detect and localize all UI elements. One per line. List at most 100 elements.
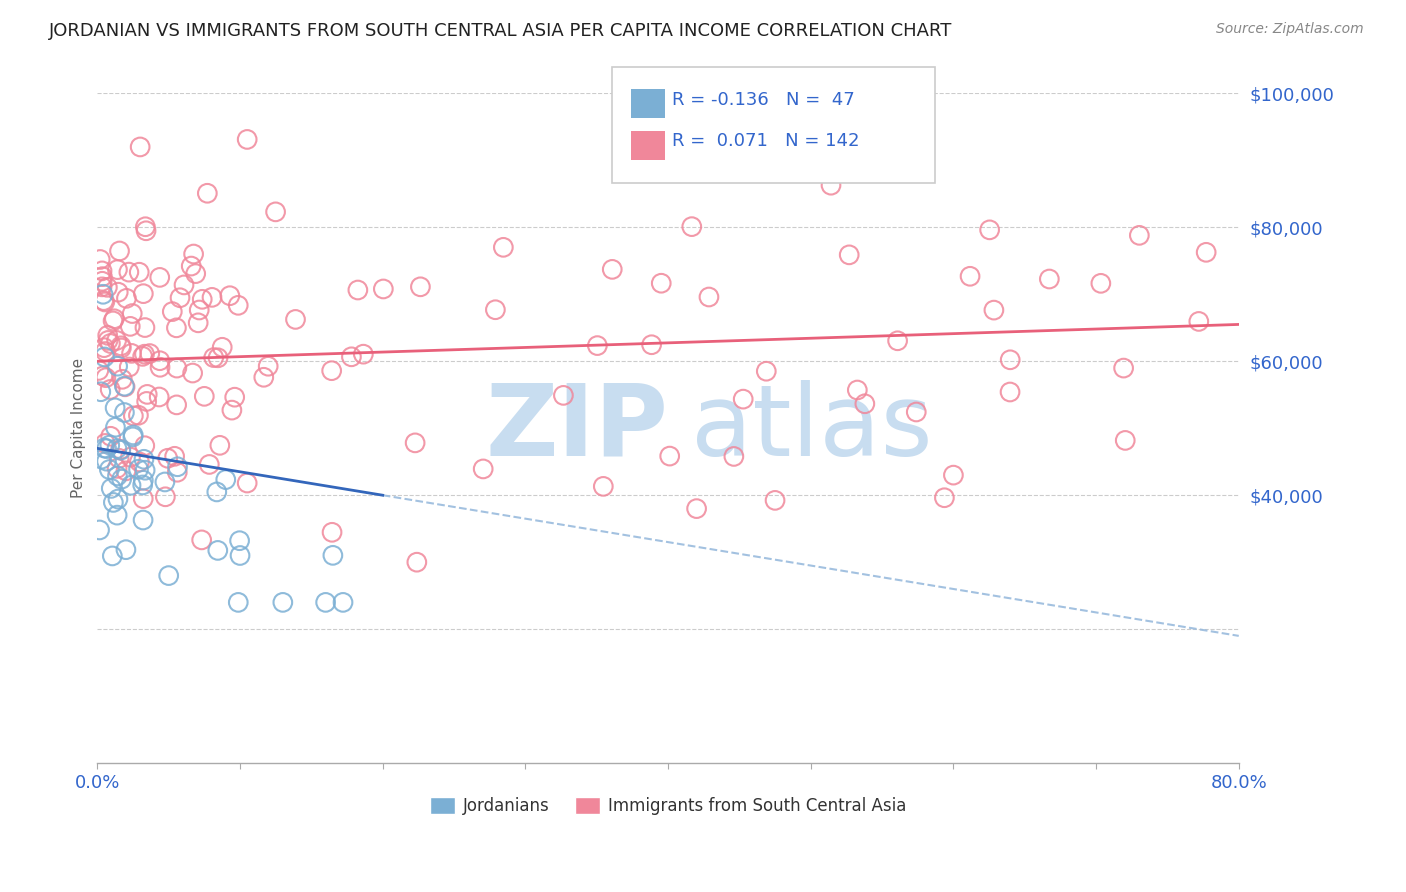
Point [838, 248, 860, 262]
Point [820, 178, 842, 193]
Point [89, 523, 111, 537]
Point [153, 475, 176, 489]
Point [122, 430, 145, 444]
Point [163, 450, 186, 464]
Point [132, 452, 155, 467]
Point [128, 455, 150, 469]
Point [132, 491, 155, 506]
Point [120, 319, 142, 334]
Point [284, 312, 307, 326]
Point [180, 259, 202, 273]
Point [201, 290, 224, 304]
Point [208, 438, 231, 452]
Point [127, 409, 149, 423]
Point [93, 441, 115, 455]
Point [112, 379, 135, 393]
Y-axis label: Per Capita Income: Per Capita Income [72, 359, 86, 499]
Point [207, 351, 229, 365]
Point [132, 473, 155, 487]
Point [105, 442, 128, 456]
Point [205, 484, 228, 499]
Point [236, 132, 259, 146]
Point [132, 286, 155, 301]
Point [112, 405, 135, 419]
Point [96, 442, 118, 456]
Point [332, 595, 354, 609]
Point [107, 359, 129, 374]
Point [321, 364, 343, 378]
Point [149, 270, 172, 285]
Point [166, 398, 188, 412]
Point [91, 269, 114, 284]
Point [115, 464, 138, 478]
Point [131, 478, 153, 492]
Point [271, 595, 294, 609]
Point [90, 452, 112, 467]
Point [340, 350, 363, 364]
Text: R = -0.136   N =  47: R = -0.136 N = 47 [672, 91, 855, 109]
Point [91, 280, 114, 294]
Point [115, 542, 138, 557]
Point [1114, 434, 1136, 448]
Text: R =  0.071   N = 142: R = 0.071 N = 142 [672, 132, 859, 150]
Point [983, 303, 1005, 318]
Point [111, 372, 134, 386]
Point [183, 247, 205, 261]
Point [586, 338, 609, 352]
Point [681, 219, 703, 234]
Point [998, 384, 1021, 399]
Point [166, 465, 188, 479]
Point [104, 420, 127, 434]
Point [103, 311, 125, 326]
Point [853, 397, 876, 411]
Point [315, 595, 337, 609]
Point [91, 368, 114, 383]
Point [404, 435, 426, 450]
Point [110, 442, 132, 457]
Point [202, 351, 225, 365]
Point [226, 298, 249, 312]
Point [1195, 245, 1218, 260]
Point [128, 265, 150, 279]
Point [228, 533, 250, 548]
Point [347, 283, 370, 297]
Point [650, 277, 672, 291]
Point [257, 359, 280, 374]
Point [472, 462, 495, 476]
Point [105, 461, 128, 475]
Point [942, 468, 965, 483]
Point [91, 264, 114, 278]
Point [107, 491, 129, 506]
Point [118, 359, 141, 374]
Point [107, 262, 129, 277]
Point [846, 383, 869, 397]
Point [166, 361, 188, 376]
Point [1090, 277, 1112, 291]
Point [101, 314, 124, 328]
Point [110, 339, 132, 353]
Point [236, 476, 259, 491]
Point [96, 454, 118, 468]
Point [218, 289, 240, 303]
Point [110, 341, 132, 355]
Point [96, 280, 118, 294]
Point [166, 459, 188, 474]
Point [215, 473, 238, 487]
Point [107, 469, 129, 483]
Point [134, 347, 156, 361]
Point [132, 513, 155, 527]
Point [191, 293, 214, 307]
Point [211, 340, 233, 354]
Point [103, 495, 125, 509]
Point [592, 479, 614, 493]
Point [155, 490, 177, 504]
Point [193, 389, 215, 403]
Point [94, 436, 117, 450]
Point [173, 277, 195, 292]
Point [1188, 314, 1211, 328]
Point [108, 451, 131, 466]
Point [98, 383, 121, 397]
Point [98, 438, 121, 452]
Point [121, 346, 143, 360]
Point [723, 450, 745, 464]
